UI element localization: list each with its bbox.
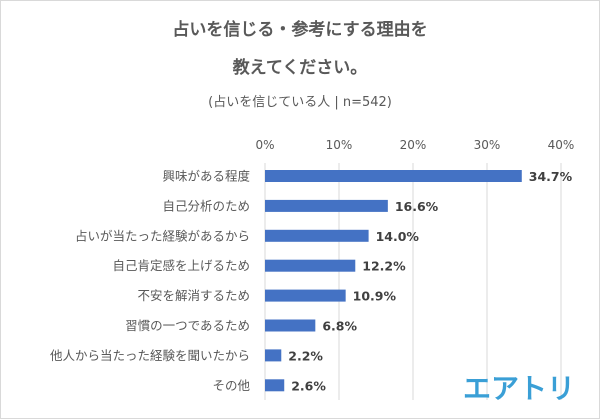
data-label: 12.2% — [362, 259, 406, 274]
x-tick-label: 10% — [326, 138, 353, 152]
x-tick-label: 30% — [474, 138, 501, 152]
category-label: 興味がある程度 — [162, 169, 250, 184]
bar — [265, 199, 388, 212]
data-label: 14.0% — [376, 229, 420, 244]
bar — [265, 289, 346, 302]
category-label: 自己分析のため — [162, 198, 250, 213]
data-label: 16.6% — [395, 199, 439, 214]
bar — [265, 259, 356, 272]
bar — [265, 349, 282, 362]
data-label: 2.6% — [291, 378, 326, 393]
category-label: 自己肯定感を上げるため — [112, 258, 250, 273]
bar — [265, 170, 522, 182]
category-label: 占いが当たった経験があるから — [75, 228, 250, 243]
x-tick-label: 40% — [548, 138, 575, 152]
x-tick-label: 0% — [255, 138, 274, 152]
data-label: 10.9% — [353, 289, 397, 304]
bar — [265, 379, 285, 392]
category-label: 不安を解消するため — [137, 288, 250, 303]
data-label: 2.2% — [288, 348, 323, 363]
bar — [265, 319, 316, 332]
data-label: 6.8% — [322, 319, 357, 334]
chart-title-line-1: 占いを信じる・参考にする理由を — [172, 19, 427, 40]
bar — [265, 229, 369, 242]
category-label: その他 — [212, 378, 250, 393]
airtrip-logo: エアトリ — [463, 372, 575, 405]
category-label: 習慣の一つであるため — [125, 318, 250, 333]
x-tick-label: 20% — [400, 138, 427, 152]
chart-title-line-2: 教えてください。 — [232, 57, 368, 78]
chart-subtitle: (占いを信じている人 | n=542) — [208, 95, 392, 110]
data-label: 34.7% — [529, 169, 573, 184]
category-label: 他人から当たった経験を聞いたから — [50, 348, 250, 363]
